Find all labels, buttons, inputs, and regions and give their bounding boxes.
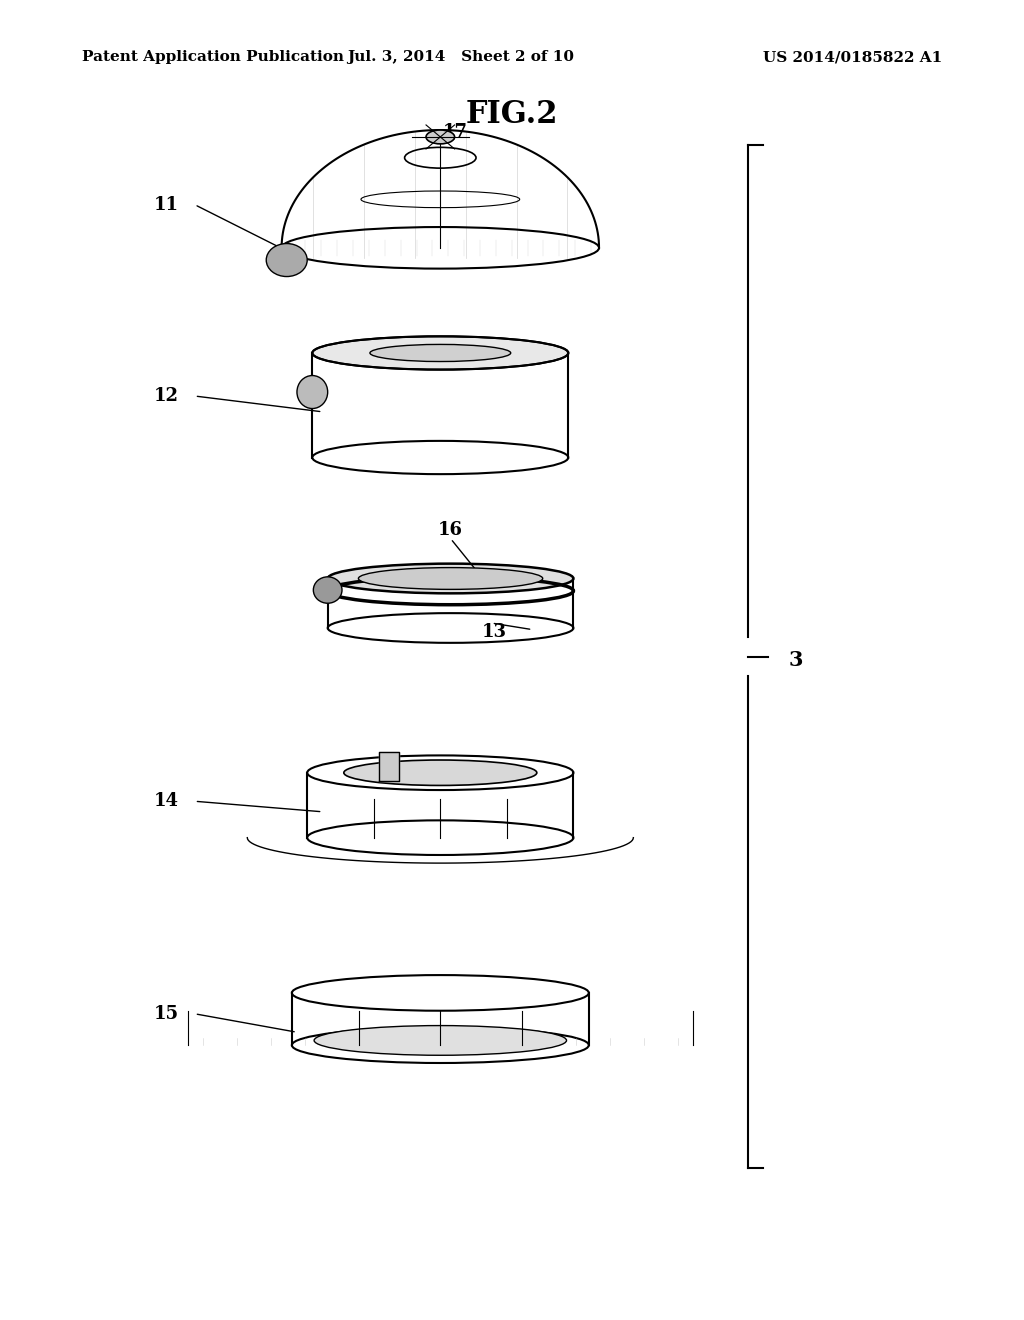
Ellipse shape <box>426 131 455 144</box>
Ellipse shape <box>313 577 342 603</box>
Text: 12: 12 <box>155 387 179 405</box>
Ellipse shape <box>358 568 543 589</box>
Text: 3: 3 <box>788 649 803 671</box>
Text: 13: 13 <box>481 623 506 642</box>
Ellipse shape <box>266 243 307 277</box>
Polygon shape <box>379 752 399 781</box>
Text: Patent Application Publication: Patent Application Publication <box>82 50 344 65</box>
Ellipse shape <box>312 337 568 370</box>
Text: 14: 14 <box>155 792 179 810</box>
Ellipse shape <box>370 345 511 362</box>
Text: 17: 17 <box>443 123 468 141</box>
Text: 16: 16 <box>438 520 463 539</box>
Ellipse shape <box>297 375 328 409</box>
Ellipse shape <box>314 1026 566 1055</box>
Text: 15: 15 <box>154 1005 179 1023</box>
Text: 11: 11 <box>155 195 179 214</box>
Text: FIG.2: FIG.2 <box>466 99 558 129</box>
Ellipse shape <box>328 564 573 593</box>
Text: US 2014/0185822 A1: US 2014/0185822 A1 <box>763 50 942 65</box>
Ellipse shape <box>344 760 537 785</box>
Text: Jul. 3, 2014   Sheet 2 of 10: Jul. 3, 2014 Sheet 2 of 10 <box>347 50 574 65</box>
